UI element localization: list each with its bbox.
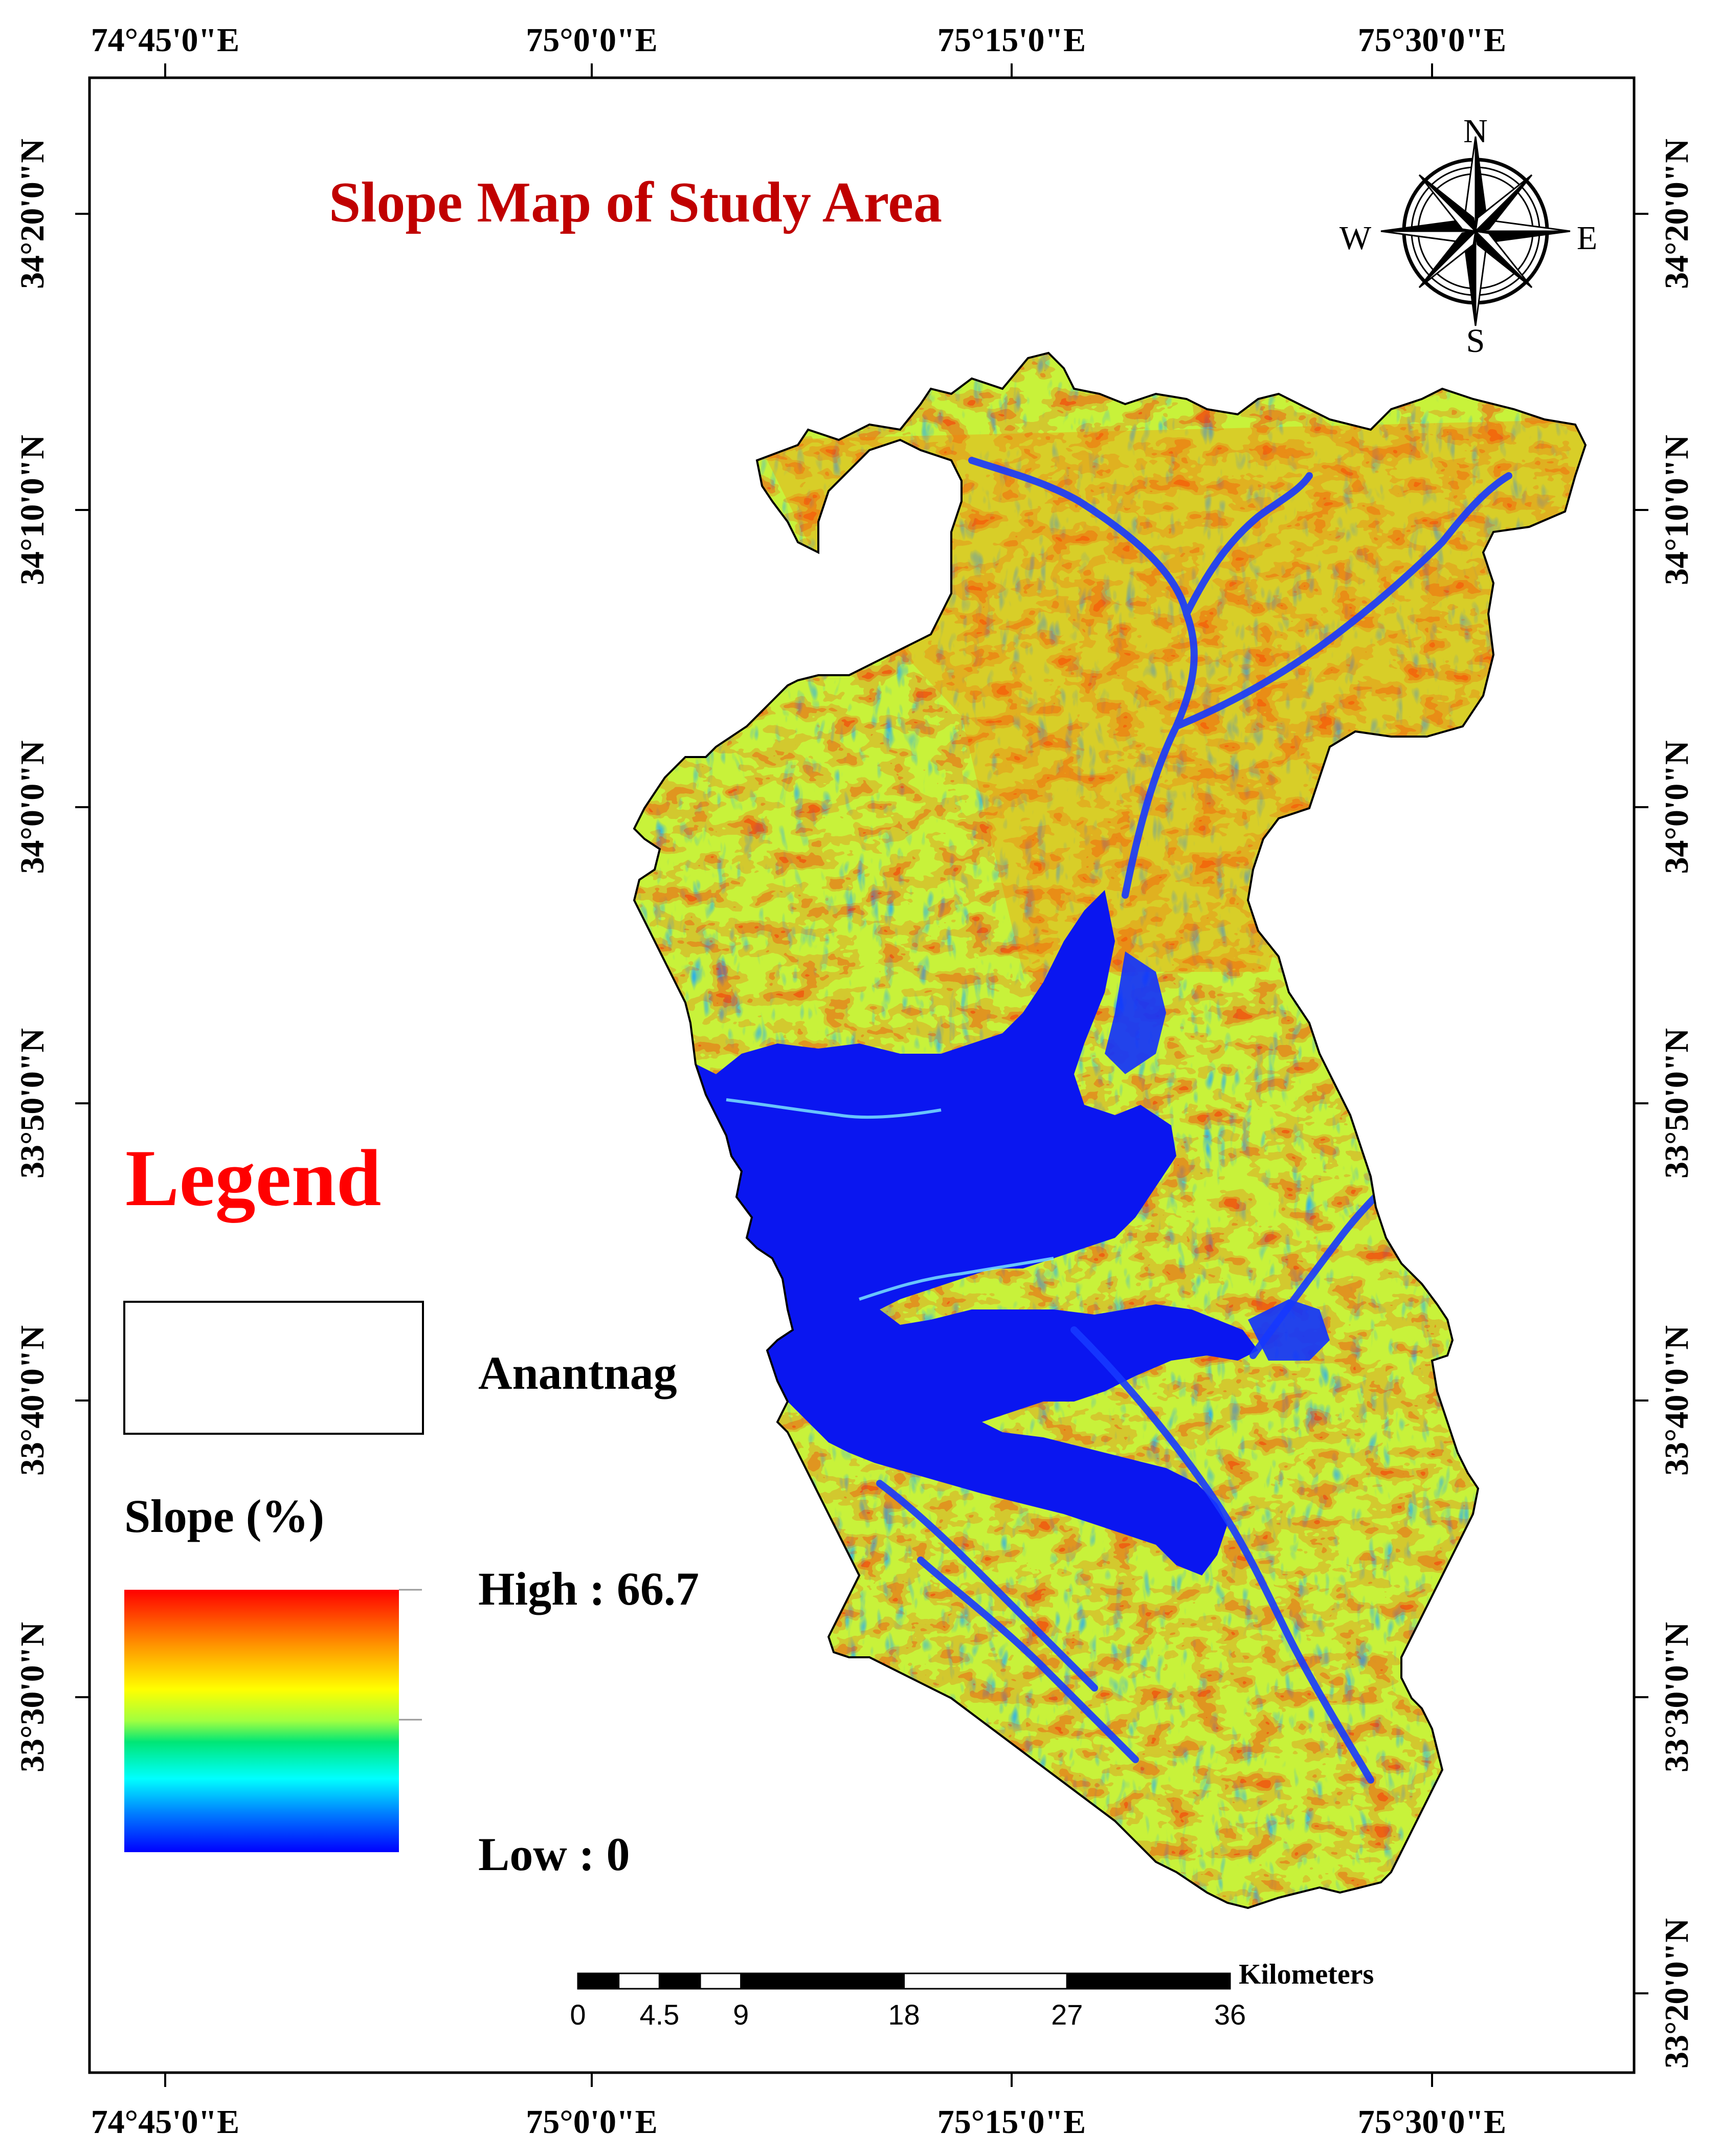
study-area-region [633,351,1587,1909]
legend-boundary-swatch [123,1301,424,1435]
graticule-left-label: 33°40'0"N [14,1325,51,1476]
graticule-top-label: 75°0'0"E [526,21,657,59]
graticule-left-label: 34°10'0"N [14,435,51,585]
graticule-right-label: 34°20'0"N [1658,139,1695,289]
graticule-left-label: 33°30'0"N [14,1622,51,1772]
neatline-frame [88,76,1636,2074]
study-area-boundary [633,351,1587,1909]
graticule-left-label: 33°50'0"N [14,1028,51,1179]
graticule-bottom-label: 75°30'0"E [1358,2103,1506,2141]
graticule-left-label: 34°0'0"N [14,740,51,874]
graticule-left-labels: 34°20'0"N 34°10'0"N 34°0'0"N 33°50'0"N 33°40… [14,139,51,1772]
legend-boundary-label: Anantnag [478,1347,677,1399]
graticule-top-label: 75°30'0"E [1358,21,1506,59]
scale-tick-label: 0 [570,1998,586,2031]
graticule-right-label: 33°30'0"N [1658,1622,1695,1772]
compass-east-label: E [1577,219,1597,257]
scale-tick-label: 27 [1051,1998,1083,2031]
scale-bar-segment [740,1972,905,1990]
legend: Legend Anantnag Slope (%) High : 66.7 Lo… [123,1133,699,1880]
scale-tick-label: 36 [1214,1998,1246,2031]
graticule-top-label: 74°45'0"E [91,21,239,59]
scale-bar-segment [618,1972,660,1990]
compass-rose-icon [1380,136,1571,326]
legend-high-label: High : 66.7 [478,1563,699,1615]
legend-color-ramp [124,1590,399,1852]
scale-bar-segment [577,1972,620,1990]
graticule-top-labels: 74°45'0"E 75°0'0"E 75°15'0"E 75°30'0"E [91,21,1506,59]
graticule-bottom-label: 74°45'0"E [91,2103,239,2141]
graticule-ticks [75,63,1648,2087]
scale-tick-label: 4.5 [639,1998,679,2031]
graticule-top-label: 75°15'0"E [937,21,1086,59]
scale-tick-label: 18 [888,1998,920,2031]
graticule-bottom-label: 75°15'0"E [937,2103,1086,2141]
scale-unit-label: Kilometers [1239,1959,1374,1990]
graticule-right-label: 34°0'0"N [1658,740,1695,874]
map-title: Slope Map of Study Area [329,171,942,234]
legend-low-label: Low : 0 [478,1828,630,1880]
graticule-right-label: 34°10'0"N [1658,435,1695,585]
valley-floor [639,890,1258,1575]
scale-bar-segment [699,1972,742,1990]
graticule-left-label: 34°20'0"N [14,139,51,289]
scale-tick-label: 9 [733,1998,749,2031]
graticule-right-label: 33°40'0"N [1658,1325,1695,1476]
scale-bar-segment [903,1972,1068,1990]
legend-ramp-title: Slope (%) [124,1490,324,1542]
graticule-right-label: 33°20'0"N [1658,1918,1695,2069]
legend-heading: Legend [125,1133,381,1223]
graticule-right-label: 33°50'0"N [1658,1028,1695,1179]
compass-north-label: N [1463,113,1488,150]
scale-bar-segment [658,1972,701,1990]
compass-west-label: W [1339,219,1372,257]
graticule-bottom-label: 75°0'0"E [526,2103,657,2141]
scale-bar: 0 4.5 9 18 27 36 Kilometers [570,1959,1374,2031]
graticule-bottom-labels: 74°45'0"E 75°0'0"E 75°15'0"E 75°30'0"E [91,2103,1506,2141]
graticule-right-labels: 34°20'0"N 34°10'0"N 34°0'0"N 33°50'0"N 33°40… [1658,139,1695,2069]
compass-south-label: S [1466,322,1485,360]
scale-bar-segment [1066,1972,1231,1990]
